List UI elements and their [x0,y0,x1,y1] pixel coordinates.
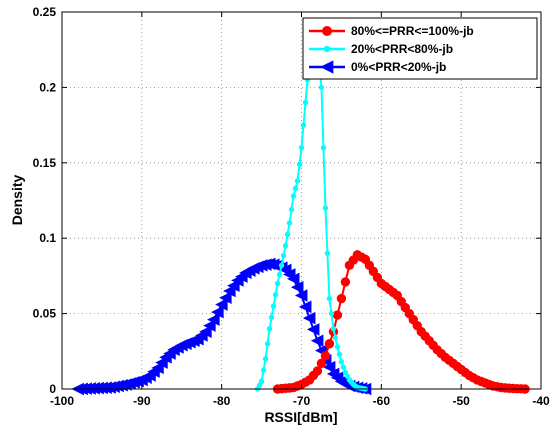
y-tick-label: 0.25 [33,5,57,19]
legend-label: 80%<=PRR<=100%-jb [351,24,474,38]
x-tick-label: -80 [213,394,231,408]
data-point [270,303,277,309]
grid-lines [62,12,541,389]
data-point [336,293,347,304]
y-tick-label: 0.05 [33,307,57,321]
data-point [326,295,333,302]
data-point [338,359,345,365]
data-point [290,193,297,199]
data-point [300,122,307,128]
data-point [328,310,335,317]
data-point [260,367,267,373]
data-point [262,356,269,362]
legend: 80%<=PRR<=100%-jb 20%<PRR<80%-jb 0%<PRR<20… [302,17,538,80]
data-point [268,314,275,321]
data-point [324,250,331,256]
data-point [332,310,343,320]
axis-tick-labels: -100 -90 -80 -70 -60 -50 -40 0 0.05 0.1 0.15 0.2 0.2… [33,5,550,408]
y-tick-label: 0.15 [33,156,57,170]
y-tick-label: 0.1 [39,231,56,245]
data-point [318,84,325,91]
data-point [276,271,283,278]
legend-entry: 80%<=PRR<=100%-jb [309,24,474,38]
data-point [280,252,287,259]
legend-swatch-marker [323,45,331,53]
x-tick-label: -40 [532,394,550,408]
data-point [292,185,299,192]
x-tick-label: -100 [50,394,74,408]
legend-swatch-marker [320,60,334,74]
y-tick-label: 0 [49,382,56,396]
data-point [264,341,271,347]
data-point [322,205,329,211]
data-point [294,178,301,184]
data-point [320,145,327,151]
series-1 [254,19,369,392]
data-point [298,300,312,314]
data-point [302,311,316,325]
data-point [203,319,216,332]
x-tick-label: -60 [373,394,391,408]
data-point [332,335,339,341]
x-tick-label: -90 [133,394,151,408]
data-point [302,99,309,106]
data-point [324,339,335,349]
data-point [274,280,281,287]
data-point [320,351,331,361]
axis-ticks [61,11,542,390]
data-point [199,325,212,338]
y-axis-label: Density [9,175,25,226]
data-point [294,289,308,302]
data-point [219,291,232,305]
x-axis-label: RSSI[dBm] [264,409,337,425]
data-point [330,325,337,332]
data-point [290,280,304,294]
series-0 [272,250,530,394]
data-point [340,364,347,370]
legend-entry: 20%<PRR<80%-jb [309,42,453,56]
data-point [215,298,228,311]
data-point [211,305,224,319]
legend-label: 0%<PRR<20%-jb [351,60,446,74]
legend-swatch-marker [322,26,332,36]
data-point [310,334,324,348]
data-point [258,378,265,385]
data-point [296,161,303,168]
data-point [266,325,273,332]
legend-label: 20%<PRR<80%-jb [351,42,453,56]
data-point [207,313,220,326]
data-point [306,323,320,336]
data-point [272,292,279,298]
data-point [282,243,289,249]
data-point [340,277,351,287]
data-point [298,145,305,151]
x-tick-label: -70 [293,394,311,408]
x-tick-label: -50 [452,394,470,408]
data-point [322,360,336,374]
data-point [336,351,343,358]
legend-entry: 0%<PRR<20%-jb [309,60,446,74]
data-point [286,272,300,286]
data-point [278,262,285,269]
y-tick-label: 0.2 [39,80,56,94]
data-point [284,231,291,238]
data-point [334,344,341,350]
data-point [312,366,323,376]
data-point [316,358,327,369]
data-point [288,206,295,213]
data-point [286,220,293,226]
series-layer [71,19,530,396]
